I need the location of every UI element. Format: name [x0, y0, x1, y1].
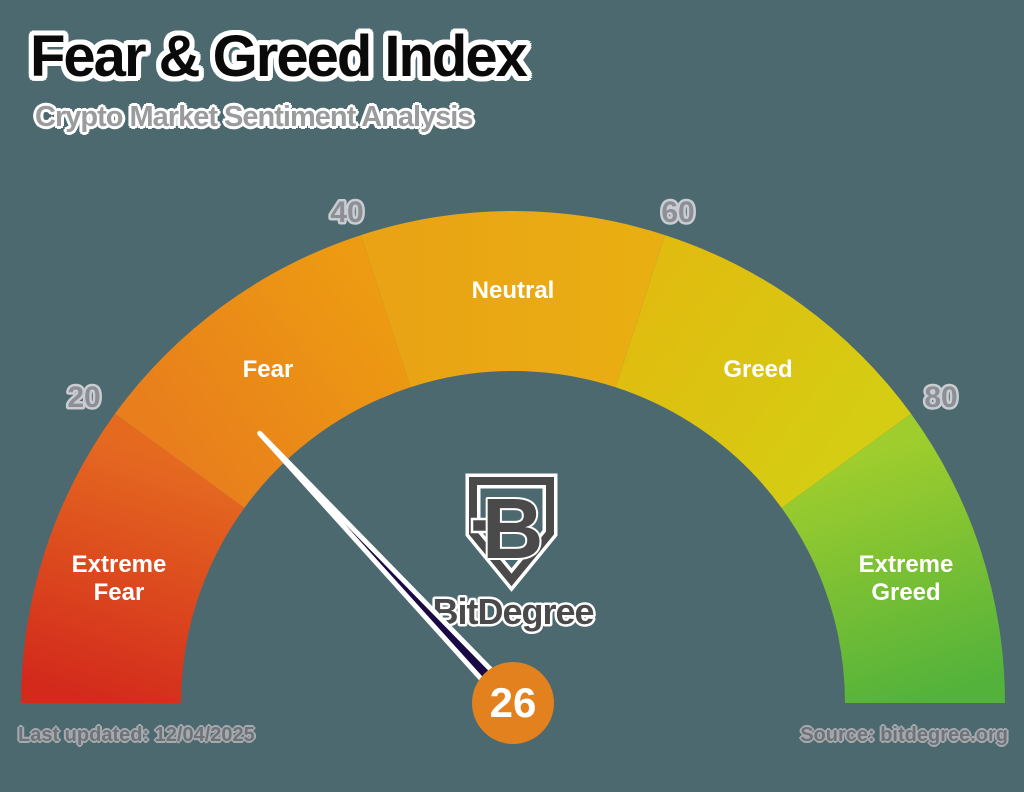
segment-label-extreme-fear-line1: Extreme	[72, 551, 167, 578]
segment-label-greed: Greed	[723, 356, 792, 383]
gauge-value-badge	[472, 662, 554, 744]
page-subtitle: Crypto Market Sentiment Analysis	[35, 100, 473, 133]
gauge-segment-extreme-fear	[20, 413, 245, 703]
segment-label-extreme-fear-line2: Fear	[94, 579, 145, 606]
bitdegree-logo: B BitDegree	[430, 473, 597, 635]
segment-label-extreme-greed-line1: Extreme	[859, 551, 954, 578]
logo-wordmark: BitDegree	[432, 591, 593, 632]
gauge-segment-fear	[114, 235, 411, 508]
gauge-value-text: 26	[490, 679, 537, 726]
tick-label-60: 60	[661, 196, 694, 229]
gauge-segment-greed	[615, 235, 912, 508]
gauge-segment-neutral	[360, 210, 666, 388]
segment-label-neutral: Neutral	[472, 277, 555, 304]
segment-label-extreme-greed-line2: Greed	[871, 579, 940, 606]
last-updated-text: Last updated: 12/04/2025	[18, 724, 255, 746]
logo-shield-letter: B	[482, 482, 543, 577]
tick-label-40: 40	[330, 196, 363, 229]
segment-label-fear: Fear	[243, 356, 294, 383]
header: Fear & Greed Index Crypto Market Sentime…	[30, 24, 528, 134]
page-title: Fear & Greed Index	[30, 24, 528, 89]
gauge-segment-extreme-greed	[781, 413, 1005, 703]
logo-letter-crossbar	[470, 517, 500, 534]
tick-label-20: 20	[67, 381, 100, 414]
source-text: Source: bitdegree.org	[800, 724, 1008, 746]
tick-label-80: 80	[924, 381, 957, 414]
